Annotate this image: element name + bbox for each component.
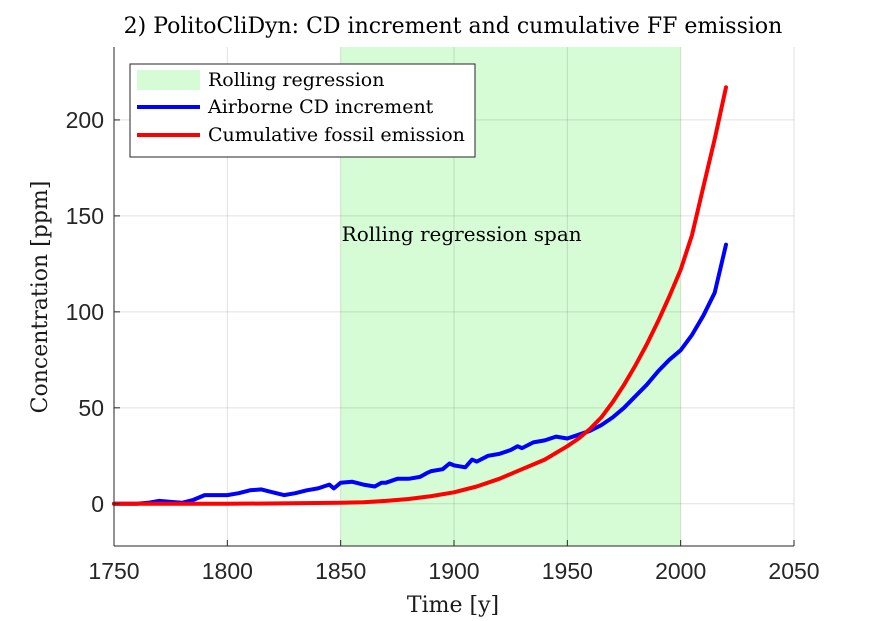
tick-labels: 1750 1800 1850 1900 1950 2000 2050 0 50 100 150 200 <box>66 107 820 584</box>
legend-label-rolling-regression: Rolling regression <box>208 69 384 91</box>
series-line-cumulative-fossil-emission <box>112 85 728 506</box>
x-tick-label-1950: 1950 <box>542 558 593 584</box>
y-tick-label-50: 50 <box>78 395 104 421</box>
series-lines <box>112 85 728 506</box>
legend-label-cumulative-fossil-emission: Cumulative fossil emission <box>208 124 465 146</box>
axes <box>113 47 795 547</box>
y-axis-label: Concentration [ppm] <box>28 181 53 414</box>
y-tick-label-150: 150 <box>66 203 104 229</box>
x-tick-label-1750: 1750 <box>88 558 139 584</box>
legend: Rolling regression Airborne CD increment… <box>129 63 476 158</box>
x-tick-label-1900: 1900 <box>428 558 479 584</box>
x-axis-label: Time [y] <box>407 593 499 618</box>
x-tick-label-1850: 1850 <box>315 558 366 584</box>
y-tick-label-200: 200 <box>66 107 104 133</box>
chart-title: 2) PolitoCliDyn: CD increment and cumula… <box>124 14 783 39</box>
x-tick-label-2000: 2000 <box>655 558 706 584</box>
y-tick-label-0: 0 <box>91 491 104 517</box>
x-tick-label-1800: 1800 <box>202 558 253 584</box>
legend-label-airborne-cd-increment: Airborne CD increment <box>207 96 434 118</box>
shaded-region-annotation: Rolling regression span <box>342 222 582 246</box>
series-line-airborne-cd-increment <box>112 242 728 506</box>
x-tick-label-2050: 2050 <box>768 558 819 584</box>
y-tick-label-100: 100 <box>66 299 104 325</box>
legend-swatch-rolling-regression <box>137 70 200 90</box>
